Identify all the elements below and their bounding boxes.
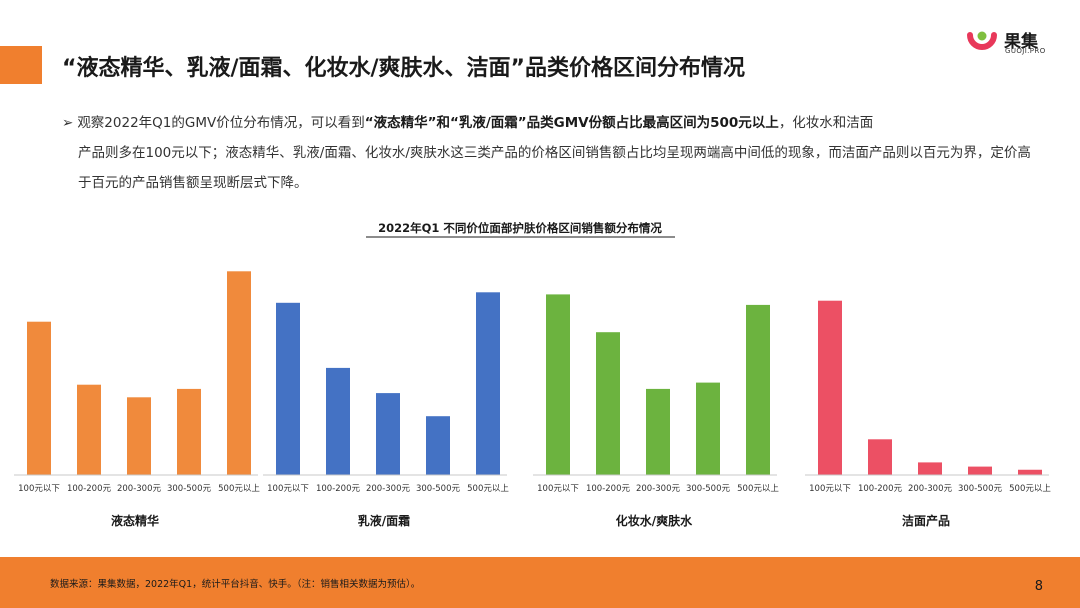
bar	[546, 294, 570, 475]
bar	[968, 466, 992, 475]
summary-segment-4: 产品则多在100元以下；液态精华、乳液/面霜、化妆水/爽肤水这三类产品的价格区间…	[78, 145, 1031, 191]
bar	[476, 292, 500, 475]
x-tick-label: 500元以上	[218, 484, 260, 494]
bar	[596, 332, 620, 475]
logo-subtitle: GUOJI.PRO	[1005, 47, 1046, 55]
x-tick-label: 500元以上	[1009, 484, 1051, 494]
group-label: 洁面产品	[902, 513, 950, 528]
x-tick-label: 200-300元	[636, 484, 681, 494]
group-label: 化妆水/爽肤水	[616, 513, 693, 528]
logo-icon	[967, 31, 997, 50]
x-tick-label: 300-500元	[416, 484, 461, 494]
brand-logo: 果集 GUOJI.PRO	[966, 24, 1058, 58]
bar	[376, 393, 400, 475]
x-tick-label: 100元以下	[18, 484, 60, 494]
price-range-bar-chart: 2022年Q1 不同价位面部护肤价格区间销售额分布情况 100元以下 100-200…	[14, 221, 1051, 528]
bar	[127, 397, 151, 475]
bar	[227, 271, 251, 475]
x-tick-label: 100元以下	[809, 484, 851, 494]
bar	[696, 382, 720, 475]
bar	[918, 462, 942, 475]
x-tick-label: 100元以下	[537, 484, 579, 494]
bar	[77, 384, 101, 475]
x-tick-label: 300-500元	[686, 484, 731, 494]
x-tick-label: 100-200元	[858, 484, 903, 494]
summary-segment-3: ，化妆水和洁面	[778, 115, 874, 131]
summary-highlight: “液态精华”和“乳液/面霜”品类GMV份额占比最高区间为500元以上	[364, 115, 779, 131]
logo-name: 果集	[1004, 32, 1038, 52]
x-tick-label: 500元以上	[467, 484, 509, 494]
title-accent-bar	[0, 46, 42, 84]
x-tick-label: 500元以上	[737, 484, 779, 494]
x-tick-label: 200-300元	[117, 484, 162, 494]
bar	[868, 439, 892, 475]
x-tick-label: 300-500元	[167, 484, 212, 494]
x-tick-label: 100-200元	[586, 484, 631, 494]
chart-title: 2022年Q1 不同价位面部护肤价格区间销售额分布情况	[378, 221, 662, 235]
x-tick-label: 100-200元	[67, 484, 112, 494]
page-number: 8	[1034, 579, 1043, 594]
bar	[177, 388, 201, 475]
bar	[746, 304, 770, 475]
bar	[426, 416, 450, 475]
bar	[276, 302, 300, 475]
group-label: 液态精华	[111, 513, 159, 528]
x-tick-label: 100元以下	[267, 484, 309, 494]
page-title: “液态精华、乳液/面霜、化妆水/爽肤水、洁面”品类价格区间分布情况	[62, 56, 745, 81]
bar	[27, 321, 51, 475]
summary-segment-1: 观察2022年Q1的GMV价位分布情况，可以看到	[77, 115, 365, 131]
footer-bar: 数据来源：果集数据，2022年Q1，统计平台抖音、快手。（注：销售相关数据为预估…	[0, 557, 1080, 608]
group-label: 乳液/面霜	[358, 513, 410, 528]
summary-text: ➢ 观察2022年Q1的GMV价位分布情况，可以看到“液态精华”和“乳液/面霜”品…	[62, 108, 1032, 198]
x-tick-label: 300-500元	[958, 484, 1003, 494]
x-tick-label: 200-300元	[366, 484, 411, 494]
x-tick-label: 100-200元	[316, 484, 361, 494]
x-tick-label: 200-300元	[908, 484, 953, 494]
bar	[1018, 469, 1042, 475]
bar	[818, 300, 842, 475]
bullet-arrow-icon: ➢	[62, 115, 74, 131]
bar	[326, 367, 350, 475]
bar	[646, 388, 670, 475]
data-source-note: 数据来源：果集数据，2022年Q1，统计平台抖音、快手。（注：销售相关数据为预估…	[50, 579, 421, 590]
